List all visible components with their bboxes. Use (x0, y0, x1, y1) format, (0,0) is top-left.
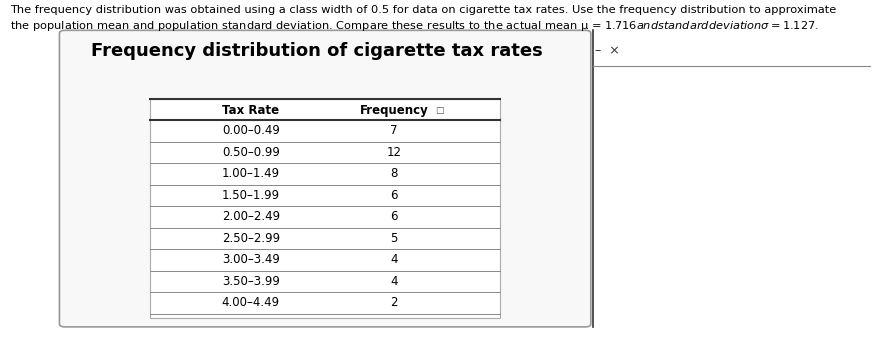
Text: 2.50–2.99: 2.50–2.99 (222, 232, 280, 245)
Text: The frequency distribution was obtained using a class width of 0.5 for data on c: The frequency distribution was obtained … (10, 5, 836, 15)
Text: 1.00–1.49: 1.00–1.49 (222, 167, 280, 180)
Text: Tax Rate: Tax Rate (222, 104, 280, 117)
Text: Frequency: Frequency (360, 104, 428, 117)
Text: 3.00–3.49: 3.00–3.49 (222, 253, 280, 267)
Text: 7: 7 (391, 124, 398, 137)
FancyBboxPatch shape (149, 98, 501, 318)
Text: 6: 6 (391, 189, 398, 202)
Text: Frequency distribution of cigarette tax rates: Frequency distribution of cigarette tax … (91, 42, 543, 60)
Text: 4: 4 (391, 275, 398, 288)
Text: 6: 6 (391, 210, 398, 223)
Text: 2.00–2.49: 2.00–2.49 (222, 210, 280, 223)
Text: –  ×: – × (595, 44, 620, 57)
Text: 4: 4 (391, 253, 398, 267)
Text: 1.50–1.99: 1.50–1.99 (222, 189, 280, 202)
Text: the population mean and population standard deviation. Compare these results to : the population mean and population stand… (10, 19, 820, 33)
Text: 0.00–0.49: 0.00–0.49 (222, 124, 280, 137)
Text: 12: 12 (386, 146, 402, 159)
Text: □: □ (435, 106, 444, 115)
Text: 5: 5 (391, 232, 398, 245)
Text: 3.50–3.99: 3.50–3.99 (222, 275, 280, 288)
Text: 8: 8 (391, 167, 398, 180)
Text: 2: 2 (391, 297, 398, 309)
Text: 0.50–0.99: 0.50–0.99 (222, 146, 280, 159)
Text: 4.00–4.49: 4.00–4.49 (222, 297, 280, 309)
FancyBboxPatch shape (59, 30, 591, 327)
